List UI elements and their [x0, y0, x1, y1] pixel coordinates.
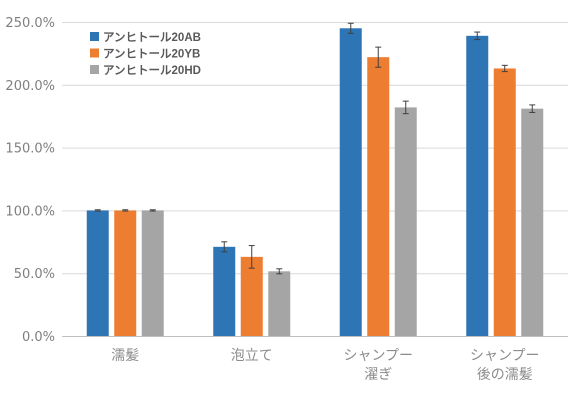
bar: [213, 246, 236, 336]
x-category-label: 泡立て: [231, 348, 273, 364]
bar: [367, 57, 390, 336]
legend-label: アンヒトール20HD: [103, 64, 201, 77]
bar: [114, 210, 137, 336]
y-tick-label: 50.0%: [14, 267, 55, 282]
bar: [466, 35, 489, 336]
y-axis-ticks: 0.0% 50.0% 100.0% 150.0% 200.0% 250.0%: [5, 16, 55, 345]
legend-label: アンヒトール20YB: [103, 48, 200, 61]
y-tick-label: 0.0%: [22, 330, 55, 345]
x-category-label: シャンプー: [343, 348, 413, 364]
bar: [521, 108, 544, 336]
bar: [240, 256, 263, 336]
y-tick-label: 150.0%: [5, 142, 55, 157]
y-tick-label: 250.0%: [5, 16, 55, 31]
legend-swatch: [90, 32, 99, 41]
legend-swatch: [90, 65, 99, 74]
bar: [493, 68, 516, 337]
y-tick-label: 200.0%: [5, 79, 55, 94]
bar: [339, 28, 362, 337]
error-bars: [94, 22, 536, 275]
bar: [141, 210, 164, 336]
bars: [86, 28, 544, 337]
x-category-label: 後の濡髪: [477, 367, 533, 383]
bar: [394, 107, 417, 337]
bar: [268, 271, 291, 336]
bar: [86, 210, 109, 336]
x-category-label: シャンプー: [470, 348, 540, 364]
x-category-label: 濯ぎ: [364, 367, 392, 383]
x-category-label: 濡髪: [111, 348, 139, 364]
y-tick-label: 100.0%: [5, 204, 55, 219]
legend-swatch: [90, 48, 99, 58]
legend: アンヒトール20AB アンヒトール20YB アンヒトール20HD: [90, 31, 201, 77]
legend-label: アンヒトール20AB: [103, 31, 201, 44]
